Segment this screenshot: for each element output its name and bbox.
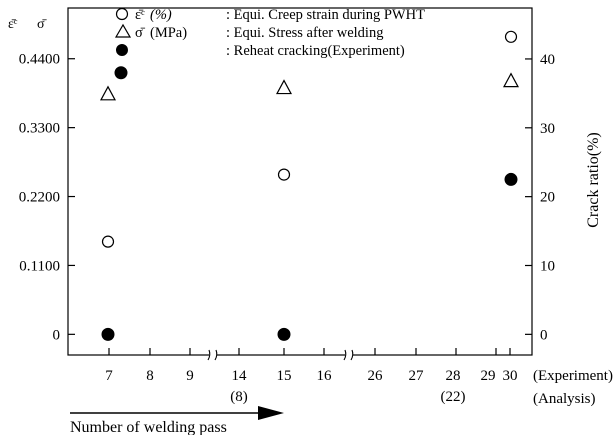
x-tick-label: 16 bbox=[317, 368, 333, 384]
legend-text-stress: : Equi. Stress after welding bbox=[226, 25, 383, 41]
filled-circle-marker bbox=[277, 327, 291, 341]
left-tick-label: 0.2200 bbox=[19, 190, 60, 206]
data-markers bbox=[99, 30, 520, 341]
x-axis-arrow-head bbox=[258, 406, 284, 420]
x-tick-label: 29 bbox=[481, 368, 496, 384]
x-axis-breaks bbox=[207, 349, 354, 361]
legend-symbol-strain: ε̄ᶜ bbox=[135, 7, 145, 23]
legend-text-strain: : Equi. Creep strain during PWHT bbox=[226, 7, 425, 23]
left-tick-label: 0.3300 bbox=[19, 121, 60, 137]
right-axis-ticks: 0 10 20 30 40 bbox=[525, 52, 555, 343]
x-tick-label: 27 bbox=[409, 368, 425, 384]
legend-text-cracking: : Reheat cracking(Experiment) bbox=[226, 43, 405, 59]
axis-break-mark bbox=[214, 349, 218, 361]
right-tick-label: 20 bbox=[540, 190, 555, 206]
x-tick-label: 15 bbox=[277, 368, 292, 384]
left-axis-ticks: 0 0.1100 0.2200 0.3300 0.4400 bbox=[19, 52, 75, 343]
filled-circle-marker bbox=[114, 66, 128, 80]
x-secondary-label: (22) bbox=[441, 389, 466, 405]
legend-unit-stress: (MPa) bbox=[150, 25, 187, 41]
legend-unit-strain: (%) bbox=[150, 7, 172, 23]
legend-marker-filled-circle bbox=[116, 44, 128, 56]
x-caption-analysis: (Analysis) bbox=[533, 391, 596, 407]
open-circle-marker bbox=[277, 168, 291, 181]
legend-symbol-stress: σ̄ bbox=[135, 25, 146, 41]
open-triangle-marker bbox=[275, 79, 293, 95]
open-triangle-marker bbox=[502, 72, 520, 88]
right-tick-label: 30 bbox=[540, 121, 555, 137]
open-circle-marker bbox=[504, 30, 518, 43]
right-tick-label: 10 bbox=[540, 258, 555, 274]
legend-marker-open-circle bbox=[115, 7, 129, 21]
right-axis-title: Crack ratio(%) bbox=[585, 132, 602, 228]
axis-break-gap bbox=[345, 351, 353, 359]
x-tick-label: 7 bbox=[105, 368, 113, 384]
right-tick-label: 0 bbox=[540, 327, 548, 343]
axis-break-mark bbox=[343, 349, 347, 361]
axis-break-mark bbox=[350, 349, 354, 361]
x-tick-label: 26 bbox=[368, 368, 384, 384]
plot-frame bbox=[67, 7, 533, 356]
x-tick-label: 30 bbox=[503, 368, 518, 384]
x-secondary-label: (8) bbox=[230, 389, 248, 405]
legend: ε̄ᶜ (%) : Equi. Creep strain during PWHT… bbox=[114, 7, 425, 59]
left-axis-symbol-stress: σ̄ bbox=[37, 17, 48, 32]
axis-break-mark bbox=[207, 349, 211, 361]
left-tick-label: 0 bbox=[53, 327, 61, 343]
legend-marker-open-triangle bbox=[114, 23, 132, 38]
right-tick-label: 40 bbox=[540, 52, 555, 68]
axis-break-gap bbox=[209, 351, 217, 359]
x-tick-label: 28 bbox=[446, 368, 461, 384]
x-tick-label: 8 bbox=[146, 368, 154, 384]
x-tick-label: 14 bbox=[232, 368, 248, 384]
open-circle-marker bbox=[101, 235, 115, 248]
x-axis-title: Number of welding pass bbox=[70, 419, 227, 435]
x-axis-ticks: 7 8 9 14 15 16 26 27 28 29 30 (8) (22) bbox=[105, 348, 518, 405]
filled-circle-marker bbox=[504, 172, 518, 186]
left-tick-label: 0.1100 bbox=[19, 258, 60, 274]
filled-circle-marker bbox=[101, 327, 115, 341]
left-tick-label: 0.4400 bbox=[19, 52, 60, 68]
x-caption-experiment: (Experiment) bbox=[533, 368, 613, 384]
x-tick-label: 9 bbox=[186, 368, 194, 384]
left-axis-symbol-strain: ε̄ᶜ bbox=[8, 17, 18, 32]
open-triangle-marker bbox=[99, 85, 117, 101]
